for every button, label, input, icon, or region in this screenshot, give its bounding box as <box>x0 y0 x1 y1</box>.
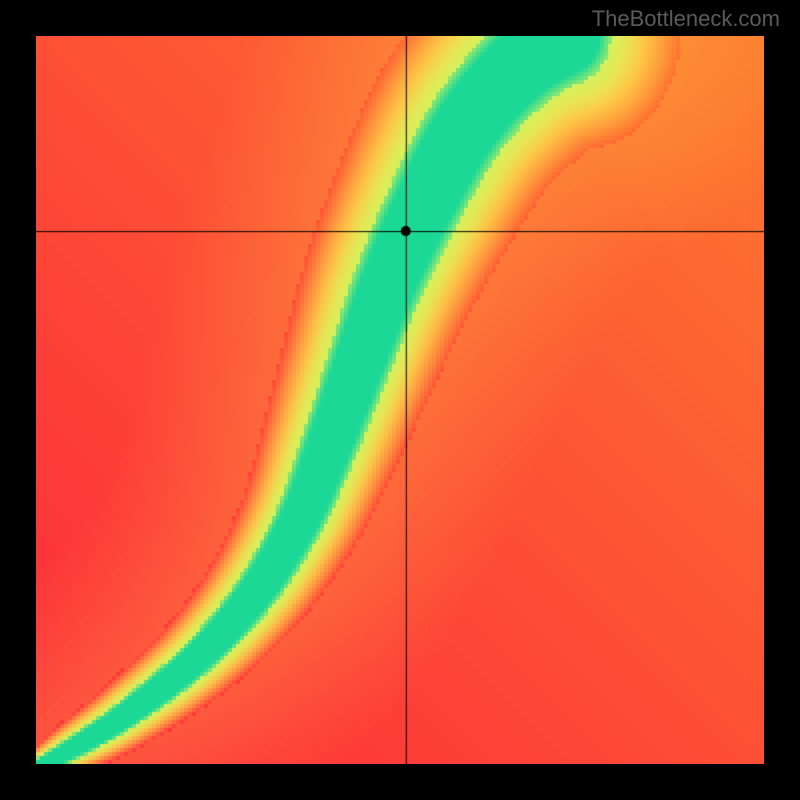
watermark-label: TheBottleneck.com <box>592 6 780 32</box>
chart-container: TheBottleneck.com <box>0 0 800 800</box>
bottleneck-heatmap <box>36 36 764 764</box>
